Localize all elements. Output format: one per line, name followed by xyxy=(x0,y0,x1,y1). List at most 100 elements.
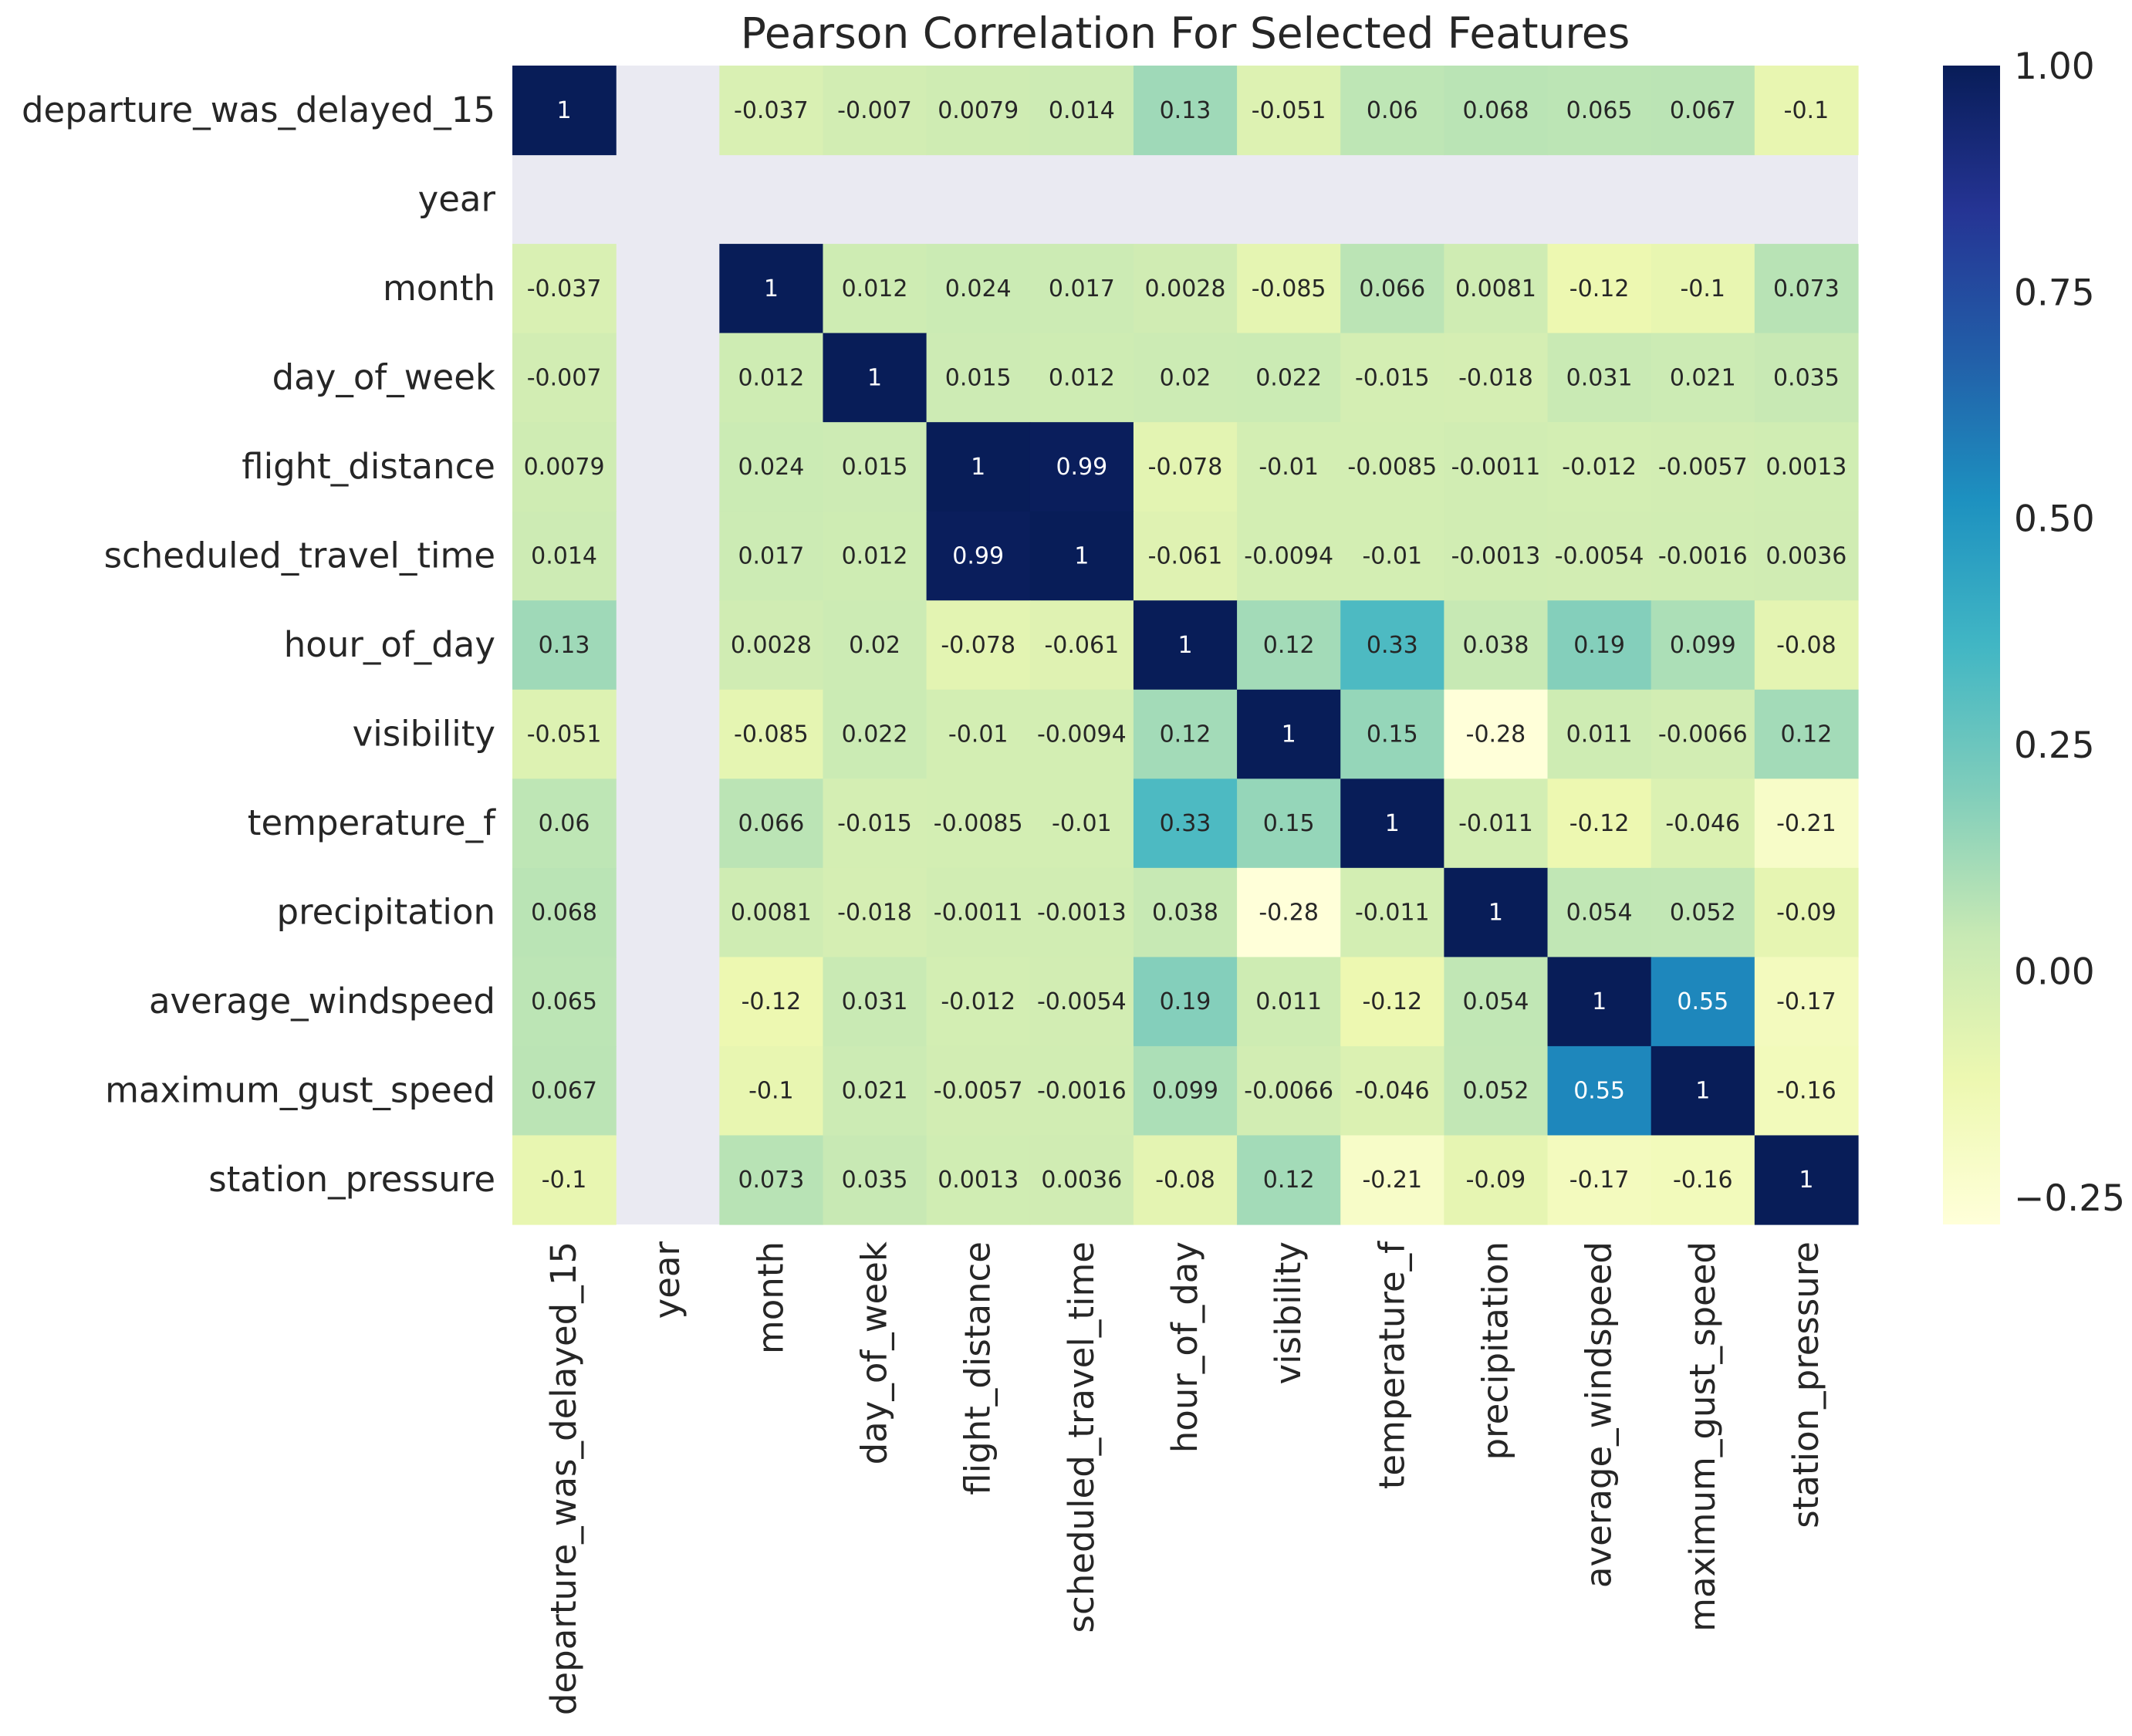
heatmap-cell xyxy=(719,689,824,779)
cell-value-label: 0.021 xyxy=(1670,364,1736,391)
cell-value-label: -0.015 xyxy=(1355,364,1430,391)
cell-value-label: 1 xyxy=(557,97,572,124)
cell-value-label: 0.99 xyxy=(1056,454,1107,481)
heatmap-cell xyxy=(719,600,824,691)
cell-value-label: 0.066 xyxy=(738,810,804,837)
heatmap-cell xyxy=(1237,600,1341,691)
heatmap-cell xyxy=(1340,600,1444,691)
heatmap-cell xyxy=(1444,1135,1549,1225)
heatmap-cell xyxy=(719,1045,824,1137)
heatmap-cell xyxy=(926,778,1031,869)
cell-value-label: 0.073 xyxy=(1773,275,1840,302)
cell-value-label: -0.01 xyxy=(948,721,1009,748)
cell-value-label: -0.17 xyxy=(1776,988,1836,1015)
heatmap-cell xyxy=(1029,511,1134,601)
heatmap-cell xyxy=(1029,957,1134,1047)
cell-value-label: 0.0036 xyxy=(1765,542,1846,569)
cell-value-label: -0.012 xyxy=(941,988,1015,1015)
y-tick-label: year xyxy=(418,178,496,219)
heatmap-cell xyxy=(1133,244,1238,334)
colorbar-tick-label: 0.25 xyxy=(2014,724,2095,767)
heatmap-cell xyxy=(1547,867,1652,958)
heatmap-cell xyxy=(1651,867,1755,958)
heatmap-cell xyxy=(1340,511,1444,601)
cell-value-label: -0.12 xyxy=(1569,810,1630,837)
cell-value-label: -0.0013 xyxy=(1037,900,1127,927)
cell-value-label: -0.007 xyxy=(837,97,912,124)
cell-value-label: 0.024 xyxy=(738,454,804,481)
cell-value-label: -0.28 xyxy=(1259,900,1319,927)
y-tick-label: precipitation xyxy=(277,892,496,933)
cell-value-label: -0.015 xyxy=(837,810,912,837)
cell-value-label: 0.15 xyxy=(1367,721,1418,748)
y-tick-label: average_windspeed xyxy=(149,981,495,1022)
cell-value-label: 0.0081 xyxy=(731,900,812,927)
heatmap-cell xyxy=(1340,778,1444,869)
cell-value-label: 0.012 xyxy=(1049,364,1115,391)
cell-value-label: -0.078 xyxy=(1148,454,1223,481)
x-tick-label: precipitation xyxy=(1475,1241,1515,1461)
heatmap-cell xyxy=(926,333,1031,423)
cell-value-label: 1 xyxy=(1799,1167,1813,1194)
cell-value-label: -0.01 xyxy=(1362,542,1422,569)
heatmap-cell xyxy=(719,66,824,156)
cell-value-label: 0.021 xyxy=(842,1078,908,1105)
cell-value-label: -0.16 xyxy=(1776,1078,1836,1105)
heatmap-cell xyxy=(1029,1135,1134,1225)
cell-value-label: 1 xyxy=(1385,810,1400,837)
cell-value-label: 0.012 xyxy=(738,364,804,391)
colorbar xyxy=(1943,66,2000,1224)
heatmap-cell xyxy=(823,511,927,601)
cell-value-label: -0.0011 xyxy=(934,900,1023,927)
cell-value-label: 0.014 xyxy=(531,542,597,569)
heatmap-cell xyxy=(1444,1045,1549,1137)
cell-value-label: 0.031 xyxy=(842,988,908,1015)
heatmap-cell xyxy=(926,600,1031,691)
cell-value-label: -0.0057 xyxy=(934,1078,1023,1105)
heatmap-cell xyxy=(1237,867,1341,958)
cell-value-label: 0.038 xyxy=(1152,900,1218,927)
heatmap-cell xyxy=(1133,600,1238,691)
cell-value-label: 0.12 xyxy=(1781,721,1833,748)
cell-value-label: 1 xyxy=(1695,1078,1710,1105)
heatmap-cell xyxy=(1237,333,1341,423)
cell-value-label: 0.0079 xyxy=(524,454,605,481)
heatmap-cell xyxy=(1133,867,1238,958)
cell-value-label: 0.052 xyxy=(1670,900,1736,927)
heatmap-cell xyxy=(1547,244,1652,334)
cell-value-label: -0.17 xyxy=(1569,1167,1630,1194)
cell-value-label: 0.0013 xyxy=(1765,454,1846,481)
heatmap-cell xyxy=(1029,422,1134,512)
heatmap-cell xyxy=(926,1045,1031,1137)
heatmap-cell xyxy=(512,689,617,779)
heatmap-cell xyxy=(1237,778,1341,869)
cell-value-label: -0.051 xyxy=(1252,97,1326,124)
cell-value-label: -0.0016 xyxy=(1658,542,1748,569)
cell-value-label: 0.19 xyxy=(1573,632,1625,659)
cell-value-label: 0.073 xyxy=(738,1167,804,1194)
cell-value-label: 0.014 xyxy=(1049,97,1115,124)
cell-value-label: 0.066 xyxy=(1359,275,1425,302)
heatmap-cell xyxy=(1237,66,1341,156)
heatmap-cell xyxy=(926,1135,1031,1225)
cell-value-label: -0.0054 xyxy=(1037,988,1127,1015)
heatmap-cell xyxy=(1133,66,1238,156)
heatmap-cell xyxy=(1133,1135,1238,1225)
heatmap-cell xyxy=(1651,1045,1755,1137)
heatmap-cell xyxy=(1547,957,1652,1047)
cell-value-label: 0.099 xyxy=(1152,1078,1218,1105)
heatmap-cell xyxy=(1237,1045,1341,1137)
heatmap-cell xyxy=(1133,778,1238,869)
heatmap-cell xyxy=(1237,244,1341,334)
cell-value-label: 0.55 xyxy=(1677,988,1728,1015)
cell-value-label: -0.09 xyxy=(1776,900,1836,927)
heatmap-cell xyxy=(1340,333,1444,423)
cell-value-label: 0.065 xyxy=(1566,97,1633,124)
cell-value-label: 0.12 xyxy=(1263,1167,1315,1194)
heatmap-cell xyxy=(512,867,617,958)
cell-value-label: -0.12 xyxy=(742,988,802,1015)
heatmap-cell xyxy=(1133,422,1238,512)
heatmap-cell xyxy=(1754,689,1859,779)
cell-value-label: -0.0057 xyxy=(1658,454,1748,481)
colorbar-tick-label: 0.50 xyxy=(2014,498,2095,541)
